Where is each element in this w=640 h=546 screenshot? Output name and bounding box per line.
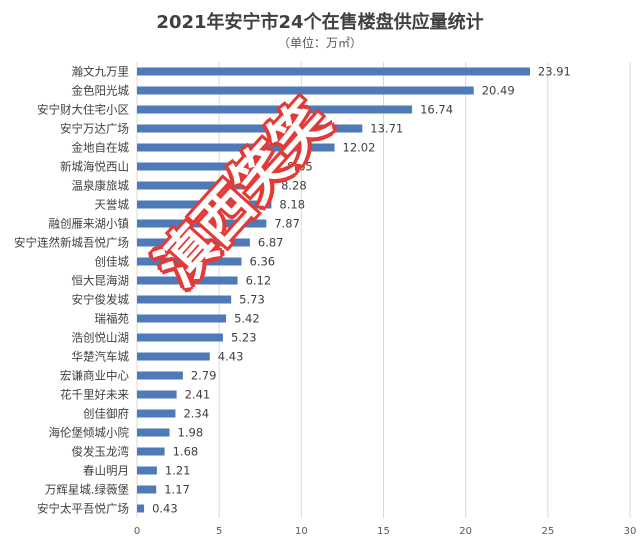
category-label: 金地自在城 <box>72 141 130 155</box>
value-label: 7.87 <box>274 217 300 231</box>
x-tick-label: 20 <box>459 526 472 537</box>
x-tick-label: 15 <box>377 526 390 537</box>
value-label: 6.87 <box>258 236 284 250</box>
category-label: 华楚汽车城 <box>72 350 130 364</box>
bar <box>137 295 232 304</box>
bar <box>137 447 165 456</box>
bar <box>137 390 177 399</box>
value-label: 8.18 <box>279 198 305 212</box>
category-label: 恒大昆海湖 <box>72 274 130 288</box>
x-tick-label: 25 <box>541 526 554 537</box>
value-label: 6.36 <box>250 255 276 269</box>
x-tick-label: 10 <box>295 526 308 537</box>
bar <box>137 333 223 342</box>
value-label: 1.17 <box>164 483 190 497</box>
category-label: 安宁太平吾悦广场 <box>37 502 129 516</box>
category-label: 海伦堡倾城小院 <box>49 426 130 440</box>
bar <box>137 466 157 475</box>
x-tick-label: 0 <box>134 526 140 537</box>
bar <box>137 181 274 190</box>
category-label: 宏谦商业中心 <box>60 369 129 383</box>
category-label: 新城海悦西山 <box>60 160 129 174</box>
value-label: 13.71 <box>370 122 403 136</box>
category-label: 金色阳光城 <box>72 84 130 98</box>
bar <box>137 409 176 418</box>
bar <box>137 219 267 228</box>
value-label: 8.65 <box>287 160 313 174</box>
value-label: 1.21 <box>165 464 191 478</box>
value-label: 20.49 <box>482 84 515 98</box>
bar <box>137 504 145 513</box>
x-tick-label: 5 <box>216 526 222 537</box>
bar <box>137 67 530 76</box>
value-label: 1.68 <box>173 445 199 459</box>
value-label: 5.23 <box>231 331 257 345</box>
value-label: 23.91 <box>538 65 571 79</box>
bar <box>137 105 413 114</box>
category-label: 安宁财大住宅小区 <box>37 103 129 117</box>
value-label: 6.12 <box>246 274 272 288</box>
bar <box>137 352 210 361</box>
bar <box>137 162 280 171</box>
value-label: 5.42 <box>234 312 260 326</box>
value-label: 2.41 <box>185 388 211 402</box>
chart-subtitle: （单位：万㎡） <box>277 36 362 50</box>
value-label: 5.73 <box>239 293 265 307</box>
chart-title: 2021年安宁市24个在售楼盘供应量统计 <box>156 12 484 33</box>
value-label: 16.74 <box>420 103 453 117</box>
bar <box>137 124 363 133</box>
category-label: 俊发玉龙湾 <box>72 445 130 459</box>
category-label: 花千里好未来 <box>60 388 129 402</box>
category-labels: 瀚文九万里金色阳光城安宁财大住宅小区安宁万达广场金地自在城新城海悦西山温泉康旅城… <box>14 65 129 516</box>
bar <box>137 276 238 285</box>
value-label: 8.28 <box>281 179 307 193</box>
gridlines <box>136 62 631 518</box>
value-label: 0.43 <box>152 502 178 516</box>
bar <box>137 257 242 266</box>
bar <box>137 485 157 494</box>
bar <box>137 143 335 152</box>
value-label: 12.02 <box>343 141 376 155</box>
value-label: 1.98 <box>178 426 204 440</box>
bar <box>137 314 227 323</box>
category-label: 安宁万达广场 <box>60 122 129 136</box>
value-label: 4.43 <box>218 350 244 364</box>
category-label: 浩创悦山湖 <box>72 331 130 345</box>
bar <box>137 86 474 95</box>
value-labels: 23.91 20.49 16.74 13.71 12.02 8.65 8.28 8.18 7.8… <box>152 65 571 516</box>
bar <box>137 428 170 437</box>
category-label: 创佳城 <box>95 255 130 269</box>
category-label: 春山明月 <box>83 464 129 478</box>
category-label: 瀚文九万里 <box>72 65 130 79</box>
category-label: 万辉星城.绿薇堡 <box>45 483 130 497</box>
category-label: 安宁连然新城吾悦广场 <box>14 236 129 250</box>
bar <box>137 238 250 247</box>
bar <box>137 371 183 380</box>
x-axis-ticks: 0 5 10 15 20 25 30 <box>134 526 637 537</box>
category-label: 温泉康旅城 <box>72 179 130 193</box>
category-label: 瑞福苑 <box>95 312 130 326</box>
category-label: 创佳御府 <box>83 407 129 421</box>
value-label: 2.34 <box>183 407 209 421</box>
x-tick-label: 30 <box>624 526 637 537</box>
value-label: 2.79 <box>191 369 217 383</box>
category-label: 天誉城 <box>95 198 130 212</box>
bars <box>137 67 530 513</box>
category-label: 安宁俊发城 <box>72 293 130 307</box>
category-label: 融创雁来湖小镇 <box>49 217 130 231</box>
bar <box>137 200 272 209</box>
